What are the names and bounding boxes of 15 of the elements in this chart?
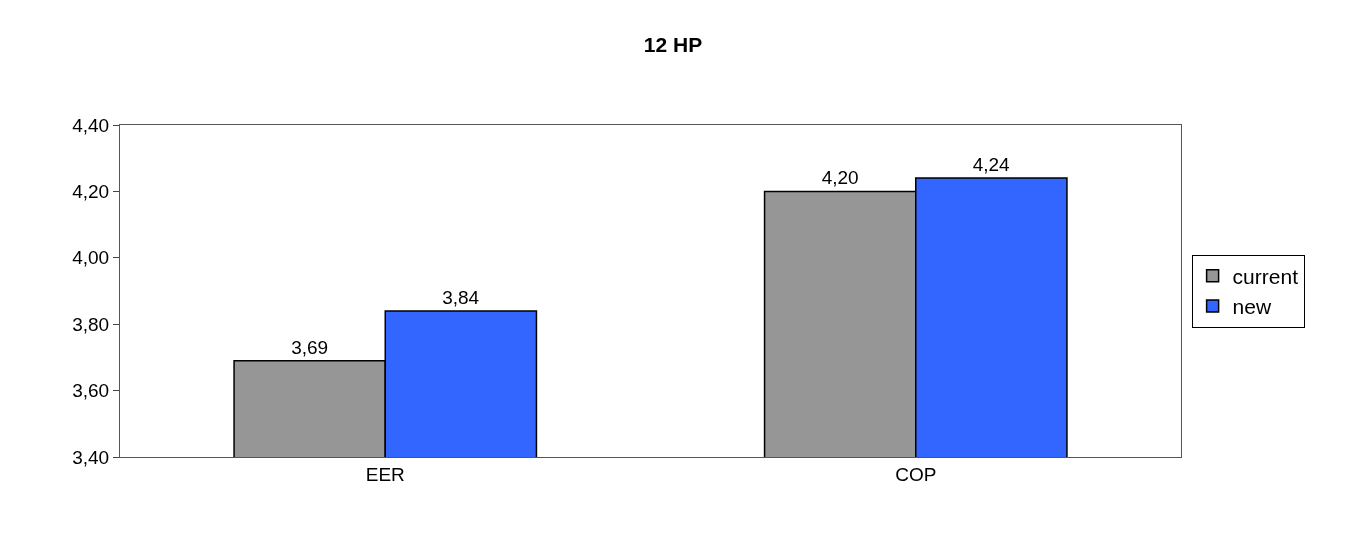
data-label: 4,24 <box>972 154 1011 176</box>
chart-title: 12 HP <box>643 33 703 57</box>
x-tick-label: COP <box>895 463 937 485</box>
data-label: 4,20 <box>821 167 859 189</box>
data-label: 3,84 <box>442 286 480 308</box>
y-tick-label: 3,80 <box>72 313 110 335</box>
x-tick-label: EER <box>365 463 405 485</box>
y-tick-label: 4,40 <box>72 114 110 136</box>
y-tick-label: 4,00 <box>72 247 110 269</box>
y-tick-label: 3,60 <box>72 380 110 402</box>
y-tick-label: 3,40 <box>72 446 110 468</box>
legend-label: current <box>1232 264 1299 288</box>
data-label: 3,69 <box>291 336 329 358</box>
y-tick-label: 4,20 <box>72 181 110 203</box>
legend-label: new <box>1232 295 1272 319</box>
